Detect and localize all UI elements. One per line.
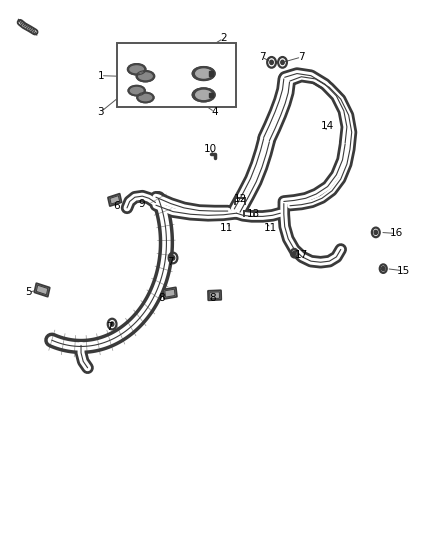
Text: 6: 6	[113, 201, 120, 211]
Text: 15: 15	[396, 266, 410, 276]
Text: 11: 11	[264, 223, 277, 233]
Ellipse shape	[137, 92, 154, 103]
Circle shape	[270, 60, 273, 64]
FancyBboxPatch shape	[165, 289, 175, 297]
Circle shape	[374, 230, 378, 235]
FancyBboxPatch shape	[36, 285, 48, 295]
FancyBboxPatch shape	[34, 283, 50, 297]
FancyBboxPatch shape	[210, 292, 219, 298]
FancyBboxPatch shape	[208, 290, 221, 300]
Ellipse shape	[192, 88, 215, 102]
Circle shape	[110, 322, 114, 326]
Text: 10: 10	[204, 144, 217, 154]
Text: 7: 7	[167, 257, 174, 267]
Text: 7: 7	[258, 52, 265, 62]
Text: 14: 14	[321, 121, 334, 131]
Circle shape	[293, 251, 296, 255]
Text: 16: 16	[390, 229, 403, 238]
Ellipse shape	[127, 64, 146, 75]
Ellipse shape	[136, 70, 155, 82]
Text: 13: 13	[247, 209, 260, 219]
Circle shape	[381, 266, 385, 271]
Text: 5: 5	[25, 287, 32, 297]
Circle shape	[281, 60, 284, 64]
Ellipse shape	[139, 73, 152, 79]
Ellipse shape	[139, 94, 152, 101]
FancyBboxPatch shape	[110, 196, 120, 204]
Ellipse shape	[192, 67, 215, 80]
Bar	[209, 71, 213, 76]
Text: 17: 17	[295, 250, 308, 260]
Text: 8: 8	[209, 294, 216, 303]
Text: 4: 4	[211, 107, 218, 117]
Text: 11: 11	[220, 223, 233, 233]
Ellipse shape	[196, 69, 212, 78]
Ellipse shape	[196, 91, 212, 99]
Text: 9: 9	[138, 199, 145, 208]
Text: 7: 7	[298, 52, 305, 62]
Text: 8: 8	[159, 294, 166, 303]
FancyBboxPatch shape	[108, 193, 122, 206]
Ellipse shape	[131, 87, 143, 94]
Text: 7: 7	[106, 322, 113, 332]
Ellipse shape	[130, 66, 143, 72]
Bar	[209, 93, 213, 97]
FancyBboxPatch shape	[163, 287, 177, 299]
Circle shape	[171, 256, 175, 260]
Text: 1: 1	[97, 71, 104, 80]
Text: 3: 3	[97, 107, 104, 117]
Ellipse shape	[128, 85, 145, 96]
Text: 12: 12	[233, 195, 247, 204]
Text: 2: 2	[220, 34, 227, 43]
Bar	[117, 43, 236, 107]
